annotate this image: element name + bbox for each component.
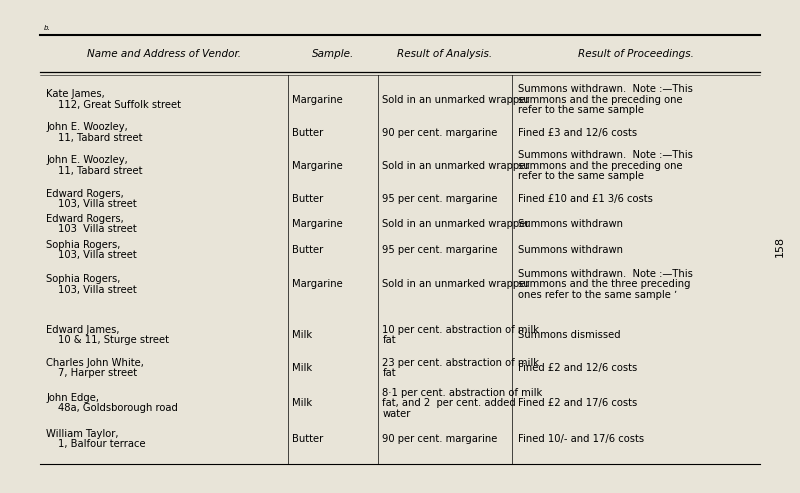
Text: Fined £2 and 17/6 costs: Fined £2 and 17/6 costs (518, 398, 638, 408)
Text: Sample.: Sample. (312, 49, 354, 59)
Text: Sold in an unmarked wrapper: Sold in an unmarked wrapper (382, 161, 530, 171)
Text: Summons withdrawn.  Note :—This: Summons withdrawn. Note :—This (518, 84, 693, 94)
Text: 8·1 per cent. abstraction of milk: 8·1 per cent. abstraction of milk (382, 388, 542, 398)
Text: 1, Balfour terrace: 1, Balfour terrace (58, 439, 146, 449)
Text: Margarine: Margarine (293, 280, 343, 289)
Text: fat, and 2  per cent. added: fat, and 2 per cent. added (382, 398, 516, 408)
Text: Summons withdrawn.  Note :—This: Summons withdrawn. Note :—This (518, 269, 693, 279)
Text: Edward Rogers,: Edward Rogers, (46, 214, 124, 224)
Text: 7, Harper street: 7, Harper street (58, 368, 137, 378)
Text: Margarine: Margarine (293, 161, 343, 171)
Text: Charles John White,: Charles John White, (46, 357, 144, 368)
Text: Margarine: Margarine (293, 219, 343, 229)
Text: Butter: Butter (293, 194, 324, 204)
Text: Butter: Butter (293, 128, 324, 138)
Text: Milk: Milk (293, 363, 313, 373)
Text: Butter: Butter (293, 245, 324, 255)
Text: John E. Woozley,: John E. Woozley, (46, 155, 128, 166)
Text: fat: fat (382, 335, 396, 345)
Text: John Edge,: John Edge, (46, 393, 99, 403)
Text: John E. Woozley,: John E. Woozley, (46, 122, 128, 133)
Text: 95 per cent. margarine: 95 per cent. margarine (382, 245, 498, 255)
Text: ones refer to the same sample ʼ: ones refer to the same sample ʼ (518, 290, 677, 300)
Text: 103, Villa street: 103, Villa street (58, 199, 136, 209)
Text: Summons withdrawn.  Note :—This: Summons withdrawn. Note :—This (518, 150, 693, 160)
Text: 103  Villa street: 103 Villa street (58, 224, 136, 235)
Text: 11, Tabard street: 11, Tabard street (58, 166, 142, 176)
Text: refer to the same sample: refer to the same sample (518, 171, 644, 181)
Text: Summons withdrawn: Summons withdrawn (518, 245, 623, 255)
Text: Result of Analysis.: Result of Analysis. (398, 49, 493, 59)
Text: summons and the preceding one: summons and the preceding one (518, 161, 682, 171)
Text: 48a, Goldsborough road: 48a, Goldsborough road (58, 403, 178, 414)
Text: Butter: Butter (293, 434, 324, 444)
Text: 90 per cent. margarine: 90 per cent. margarine (382, 434, 498, 444)
Text: Edward James,: Edward James, (46, 324, 120, 335)
Text: 158: 158 (775, 236, 785, 257)
Text: Milk: Milk (293, 398, 313, 408)
Text: Fined £10 and £1 3/6 costs: Fined £10 and £1 3/6 costs (518, 194, 653, 204)
Text: Margarine: Margarine (293, 95, 343, 105)
Text: 23 per cent. abstraction of milk: 23 per cent. abstraction of milk (382, 357, 539, 368)
Text: water: water (382, 409, 410, 419)
Text: 10 per cent. abstraction of milk: 10 per cent. abstraction of milk (382, 324, 539, 335)
Text: b.: b. (44, 25, 50, 31)
Text: 95 per cent. margarine: 95 per cent. margarine (382, 194, 498, 204)
Text: Fined £2 and 12/6 costs: Fined £2 and 12/6 costs (518, 363, 638, 373)
Text: Summons withdrawn: Summons withdrawn (518, 219, 623, 229)
Text: 90 per cent. margarine: 90 per cent. margarine (382, 128, 498, 138)
Text: Sold in an unmarked wrapper: Sold in an unmarked wrapper (382, 280, 530, 289)
Text: Fined £3 and 12/6 costs: Fined £3 and 12/6 costs (518, 128, 637, 138)
Text: William Taylor,: William Taylor, (46, 428, 119, 439)
Text: Edward Rogers,: Edward Rogers, (46, 188, 124, 199)
Text: Sophia Rogers,: Sophia Rogers, (46, 274, 121, 284)
Text: 103, Villa street: 103, Villa street (58, 250, 136, 260)
Text: summons and the preceding one: summons and the preceding one (518, 95, 682, 105)
Text: Fined 10/- and 17/6 costs: Fined 10/- and 17/6 costs (518, 434, 644, 444)
Text: 10 & 11, Sturge street: 10 & 11, Sturge street (58, 335, 169, 345)
Text: 11, Tabard street: 11, Tabard street (58, 133, 142, 143)
Text: Sophia Rogers,: Sophia Rogers, (46, 240, 121, 250)
Text: Summons dismissed: Summons dismissed (518, 330, 621, 340)
Text: Name and Address of Vendor.: Name and Address of Vendor. (87, 49, 242, 59)
Text: Kate James,: Kate James, (46, 89, 105, 100)
Text: Result of Proceedings.: Result of Proceedings. (578, 49, 694, 59)
Text: 112, Great Suffolk street: 112, Great Suffolk street (58, 100, 181, 110)
Text: refer to the same sample: refer to the same sample (518, 105, 644, 115)
Text: 103, Villa street: 103, Villa street (58, 284, 136, 295)
Text: fat: fat (382, 368, 396, 378)
Text: Sold in an unmarked wrapper: Sold in an unmarked wrapper (382, 95, 530, 105)
Text: Sold in an unmarked wrapper: Sold in an unmarked wrapper (382, 219, 530, 229)
Text: summons and the three preceding: summons and the three preceding (518, 280, 690, 289)
Text: Milk: Milk (293, 330, 313, 340)
